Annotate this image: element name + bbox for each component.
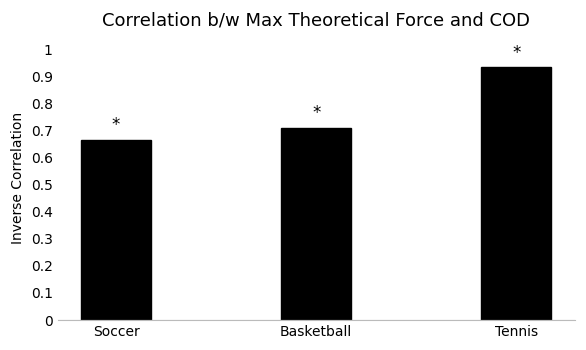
Bar [281,128,351,320]
Title: Correlation b/w Max Theoretical Force and COD: Correlation b/w Max Theoretical Force an… [102,11,530,29]
Text: *: * [512,44,520,62]
Text: *: * [312,104,321,122]
Bar [481,67,551,320]
Text: *: * [112,116,120,134]
Y-axis label: Inverse Correlation: Inverse Correlation [11,112,25,244]
Bar [81,140,151,320]
